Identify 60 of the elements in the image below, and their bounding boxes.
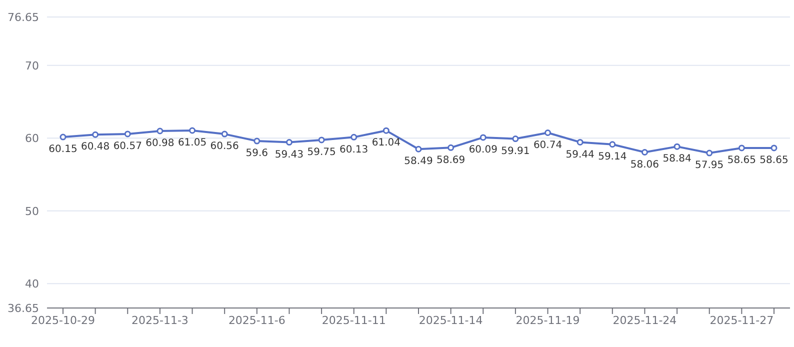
x-tick-label: 2025-11-14 (418, 314, 483, 327)
data-label: 58.84 (662, 154, 692, 165)
data-label: 57.95 (695, 160, 724, 172)
point (448, 144, 454, 151)
data-label: 58.06 (630, 159, 660, 170)
data-label: 59.75 (307, 147, 336, 158)
data-label: 60.15 (48, 144, 78, 156)
data-label: 59.44 (566, 149, 594, 160)
point (318, 136, 325, 144)
data-label: 60.56 (210, 141, 239, 152)
point (480, 134, 486, 141)
x-tick-label: 2025-11-24 (612, 314, 677, 327)
point (738, 144, 745, 152)
y-tick-label: 60 (25, 132, 39, 146)
x-tick-label: 2025-11-6 (228, 314, 286, 327)
data-label: 59.14 (598, 151, 627, 162)
x-tick-label: 2025-11-27 (710, 314, 774, 327)
y-tick-label: 70 (25, 59, 39, 72)
data-label: 60.98 (146, 138, 174, 150)
point (706, 150, 713, 156)
x-tick-label: 2025-11-11 (322, 314, 386, 327)
point (576, 138, 584, 146)
data-label: 60.74 (533, 140, 562, 151)
data-label: 61.04 (372, 138, 400, 149)
data-label: 58.65 (760, 155, 788, 166)
data-label: 58.65 (727, 155, 756, 166)
point (609, 141, 616, 148)
point (544, 129, 552, 136)
data-label: 60.13 (340, 144, 368, 156)
x-tick-label: 2025-11-3 (131, 314, 188, 327)
point (350, 134, 358, 140)
point (60, 134, 66, 140)
y-tick-label: 40 (25, 278, 39, 291)
point (382, 127, 390, 134)
y-tick-label: 76.65 (8, 10, 39, 24)
data-label: 60.09 (468, 144, 498, 156)
data-label: 60.48 (81, 142, 110, 153)
x-tick-label: 2025-11-19 (516, 314, 580, 327)
data-label: 59.91 (501, 146, 530, 157)
point (156, 128, 164, 134)
data-label: 59.6 (246, 148, 268, 160)
point (674, 143, 680, 150)
point (254, 138, 260, 144)
point (92, 131, 99, 138)
data-label: 58.49 (404, 156, 433, 168)
data-label: 61.05 (178, 138, 207, 149)
point (415, 146, 422, 152)
data-label: 59.43 (274, 149, 304, 160)
point (512, 136, 519, 142)
data-label: 58.69 (436, 154, 466, 166)
point (770, 144, 778, 152)
point (124, 130, 131, 138)
y-tick-label: 36.65 (8, 302, 39, 315)
point (189, 127, 196, 134)
point (641, 148, 648, 156)
x-tick-label: 2025-10-29 (31, 314, 95, 327)
point (221, 130, 228, 138)
point (286, 139, 292, 146)
y-tick-label: 50 (25, 204, 39, 218)
data-label: 60.57 (113, 141, 142, 152)
